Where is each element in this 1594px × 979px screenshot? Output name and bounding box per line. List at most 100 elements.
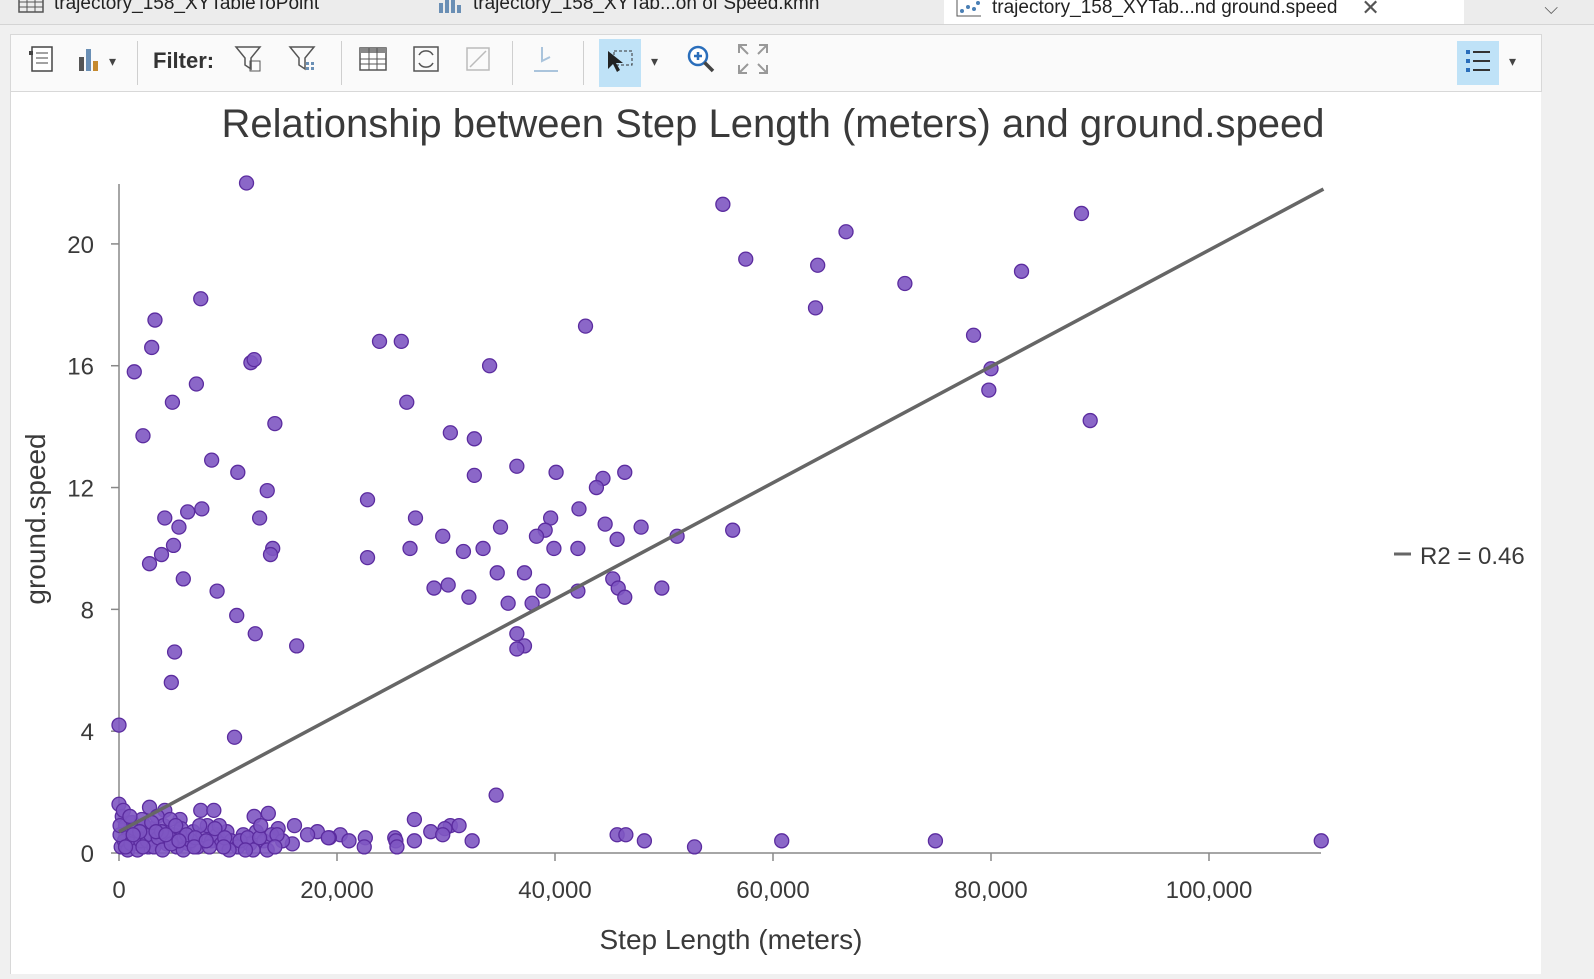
scatter-chart-icon: [956, 0, 982, 17]
data-point: [1313, 833, 1329, 849]
tab-scatter[interactable]: trajectory_158_XYTab...nd ground.speed ✕: [944, 0, 1464, 24]
filter-by-selection-button[interactable]: [283, 41, 323, 81]
data-point: [609, 531, 625, 547]
chart-properties-button[interactable]: [23, 41, 63, 81]
data-point: [230, 464, 246, 480]
y-tick-label: 0: [81, 841, 94, 868]
data-point: [153, 546, 170, 563]
y-tick-label: 12: [67, 476, 94, 503]
data-point: [168, 817, 184, 834]
data-point: [686, 839, 703, 855]
data-point: [203, 452, 220, 468]
chevron-down-icon[interactable]: ⌵: [1544, 0, 1558, 18]
data-point: [509, 626, 525, 642]
chart-view: Relationship between Step Length (meters…: [10, 92, 1542, 974]
data-point: [475, 540, 491, 557]
zoom-in-button[interactable]: [681, 41, 721, 81]
data-point: [488, 787, 504, 803]
table-icon: [18, 0, 44, 13]
y-tick-label: 8: [81, 597, 94, 624]
data-point: [111, 717, 127, 733]
chart-legend[interactable]: R2 = 0.46: [1394, 543, 1525, 570]
document-tab-bar: trajectory_158_XYTableToPoint trajectory…: [0, 0, 1594, 25]
data-point: [546, 540, 562, 557]
data-point: [117, 839, 134, 855]
tab-table[interactable]: trajectory_158_XYTableToPoint: [18, 0, 418, 16]
data-point: [617, 589, 633, 605]
select-tool-button[interactable]: [599, 39, 641, 87]
data-point: [209, 583, 225, 599]
chart-type-button[interactable]: [71, 41, 111, 81]
data-point: [166, 644, 183, 660]
tab-label: trajectory_158_XYTab...nd ground.speed: [992, 0, 1338, 18]
data-point: [509, 458, 525, 474]
data-point: [246, 351, 262, 368]
pane-edge: [1541, 92, 1594, 974]
data-point: [393, 333, 409, 350]
x-axis-label: Step Length (meters): [599, 924, 862, 955]
switch-selection-button[interactable]: [406, 41, 446, 81]
data-point: [320, 830, 336, 846]
clear-selection-button[interactable]: [458, 41, 498, 81]
data-point: [481, 358, 498, 374]
scatter-chart[interactable]: Relationship between Step Length (meters…: [11, 92, 1541, 974]
chart-axes: 0 20,000 40,000 60,000 80,000 100,000 0 4 8 12 16 2…: [67, 184, 1321, 904]
data-point: [571, 501, 587, 517]
data-point: [618, 827, 634, 843]
data-point: [198, 833, 214, 849]
data-point: [577, 318, 594, 334]
data-point: [180, 504, 196, 520]
data-point: [262, 546, 279, 563]
data-point: [617, 464, 633, 480]
x-tick-label: 60,000: [736, 877, 809, 904]
data-point: [260, 805, 276, 822]
chevron-down-icon[interactable]: ▾: [1509, 53, 1517, 69]
toolbar-separator: [583, 41, 584, 85]
data-point: [715, 196, 731, 212]
y-tick-label: 16: [67, 354, 94, 381]
data-point: [188, 376, 205, 392]
data-point: [237, 842, 254, 858]
data-point: [636, 833, 653, 849]
data-point: [147, 312, 163, 328]
full-extent-button[interactable]: [733, 41, 773, 81]
data-point: [492, 519, 509, 535]
data-point: [774, 833, 790, 849]
trendline-path: [118, 187, 1325, 834]
x-tick-label: 40,000: [518, 877, 591, 904]
list-icon: [1462, 45, 1494, 82]
legend-toggle-button[interactable]: [1457, 41, 1499, 85]
data-point: [1013, 263, 1030, 279]
data-point: [500, 595, 516, 611]
magnify-plus-icon: [685, 43, 717, 80]
data-point: [175, 571, 191, 587]
data-point: [435, 528, 451, 544]
data-point: [399, 394, 415, 410]
chevron-down-icon[interactable]: ▾: [109, 53, 117, 69]
data-point: [633, 519, 649, 535]
y-axis-label: ground.speed: [20, 433, 51, 604]
data-point: [810, 257, 826, 273]
data-point: [135, 428, 151, 444]
data-point: [1073, 205, 1090, 222]
legend-label: R2 = 0.46: [1420, 543, 1525, 570]
filter-by-extent-button[interactable]: [229, 41, 269, 81]
zoom-selection-icon: [530, 43, 562, 80]
tab-histogram[interactable]: trajectory_158_XYTab...on of Speed.kmh: [437, 0, 927, 16]
chevron-down-icon[interactable]: ▾: [651, 53, 659, 69]
data-point: [407, 510, 424, 526]
close-icon[interactable]: ✕: [1361, 0, 1380, 20]
data-point: [171, 833, 187, 849]
data-point: [516, 565, 533, 581]
clear-selection-icon: [462, 43, 494, 80]
data-point: [402, 540, 418, 557]
data-point: [215, 839, 232, 855]
toolbar-separator: [137, 41, 138, 85]
open-table-button[interactable]: [353, 41, 393, 81]
data-point: [165, 537, 182, 554]
data-point: [738, 251, 754, 267]
filter-selection-icon: [287, 43, 319, 80]
zoom-to-selection-button[interactable]: [526, 41, 566, 81]
data-point: [193, 291, 209, 307]
histogram-icon: [437, 0, 463, 13]
